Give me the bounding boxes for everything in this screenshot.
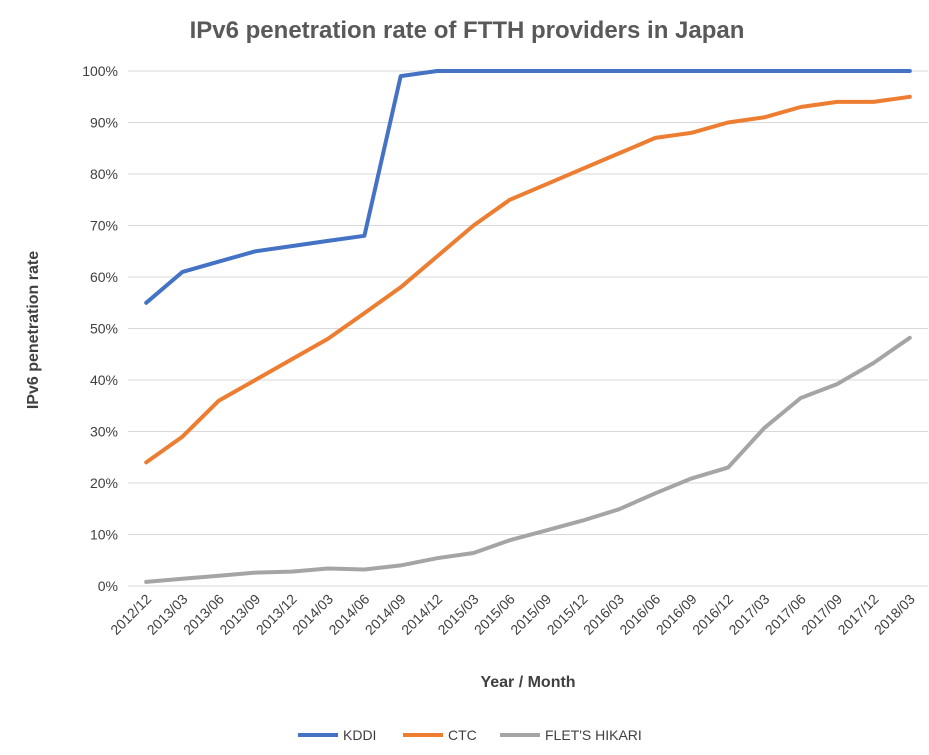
legend: KDDI CTC FLET'S HIKARI bbox=[298, 727, 642, 743]
legend-label: KDDI bbox=[343, 727, 376, 743]
series-line-kddi bbox=[144, 69, 912, 305]
y-tick-label: 100% bbox=[82, 63, 118, 79]
series-line-ctc bbox=[144, 94, 912, 465]
gridlines bbox=[128, 70, 928, 587]
chart-title: IPv6 penetration rate of FTTH providers … bbox=[190, 17, 745, 44]
y-tick-label: 0% bbox=[98, 578, 118, 594]
legend-label: CTC bbox=[448, 727, 477, 743]
x-tick-label: 2018/03 bbox=[871, 591, 918, 638]
y-tick-label: 70% bbox=[90, 218, 118, 234]
x-axis-ticks: 2012/122013/032013/062013/092013/122014/… bbox=[107, 591, 918, 638]
legend-label: FLET'S HIKARI bbox=[545, 727, 642, 743]
y-tick-label: 90% bbox=[90, 115, 118, 131]
y-tick-label: 60% bbox=[90, 269, 118, 285]
y-tick-label: 30% bbox=[90, 424, 118, 440]
series-lines bbox=[144, 69, 912, 584]
y-tick-label: 40% bbox=[90, 372, 118, 388]
y-axis-ticks: 0% 10% 20% 30% 40% 50% 60% 70% 80% 90% 100% bbox=[82, 63, 118, 594]
series-line-flet-s-hikari bbox=[144, 335, 912, 584]
y-tick-label: 20% bbox=[90, 475, 118, 491]
y-tick-label: 50% bbox=[90, 321, 118, 337]
y-tick-label: 80% bbox=[90, 166, 118, 182]
y-tick-label: 10% bbox=[90, 527, 118, 543]
x-axis-title: Year / Month bbox=[480, 674, 575, 691]
y-axis-title: IPv6 penetration rate bbox=[25, 251, 42, 409]
